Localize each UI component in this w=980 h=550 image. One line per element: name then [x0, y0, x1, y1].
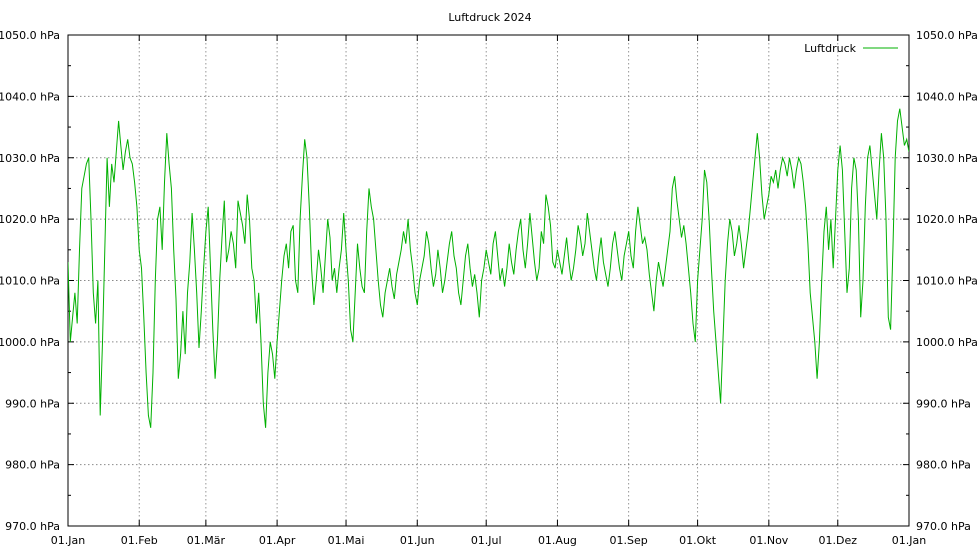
- chart-title: Luftdruck 2024: [448, 11, 531, 24]
- x-tick-label: 01.Apr: [259, 534, 296, 547]
- x-tick-label: 01.Mär: [187, 534, 226, 547]
- y-tick-label-left: 1030.0 hPa: [0, 152, 60, 165]
- legend-label: Luftdruck: [804, 42, 856, 55]
- legend: Luftdruck: [804, 42, 898, 55]
- x-tick-label: 01.Sep: [610, 534, 648, 547]
- y-tick-label-left: 1010.0 hPa: [0, 275, 60, 288]
- x-tick-label: 01.Jun: [400, 534, 435, 547]
- y-tick-label-right: 1050.0 hPa: [916, 29, 978, 42]
- y-tick-label-right: 1010.0 hPa: [916, 275, 978, 288]
- y-tick-label-left: 970.0 hPa: [5, 520, 60, 533]
- y-tick-label-right: 1000.0 hPa: [916, 336, 978, 349]
- x-tick-label: 01.Nov: [749, 534, 788, 547]
- y-tick-label-left: 1050.0 hPa: [0, 29, 60, 42]
- x-tick-label: 01.Dez: [819, 534, 858, 547]
- y-tick-label-right: 970.0 hPa: [916, 520, 971, 533]
- y-tick-label-left: 1000.0 hPa: [0, 336, 60, 349]
- y-tick-label-left: 1040.0 hPa: [0, 90, 60, 103]
- axis-labels: 970.0 hPa 970.0 hPa 980.0 hPa 980.0 hPa 990.…: [0, 29, 978, 547]
- axis-ticks: [67, 34, 910, 527]
- y-tick-label-right: 1040.0 hPa: [916, 90, 978, 103]
- y-tick-label-left: 990.0 hPa: [5, 397, 60, 410]
- x-tick-label: 01.Jan: [892, 534, 926, 547]
- grid-lines: [68, 35, 909, 526]
- y-tick-label-right: 980.0 hPa: [916, 459, 971, 472]
- y-tick-label-right: 990.0 hPa: [916, 397, 971, 410]
- x-tick-label: 01.Okt: [679, 534, 717, 547]
- x-tick-label: 01.Feb: [121, 534, 158, 547]
- series-line-luftdruck: [68, 108, 909, 428]
- y-tick-label-right: 1030.0 hPa: [916, 152, 978, 165]
- x-tick-label: 01.Jul: [471, 534, 502, 547]
- x-tick-label: 01.Jan: [51, 534, 85, 547]
- y-tick-label-left: 1020.0 hPa: [0, 213, 60, 226]
- y-tick-label-right: 1020.0 hPa: [916, 213, 978, 226]
- y-tick-label-left: 980.0 hPa: [5, 459, 60, 472]
- x-tick-label: 01.Mai: [328, 534, 365, 547]
- x-tick-label: 01.Aug: [538, 534, 577, 547]
